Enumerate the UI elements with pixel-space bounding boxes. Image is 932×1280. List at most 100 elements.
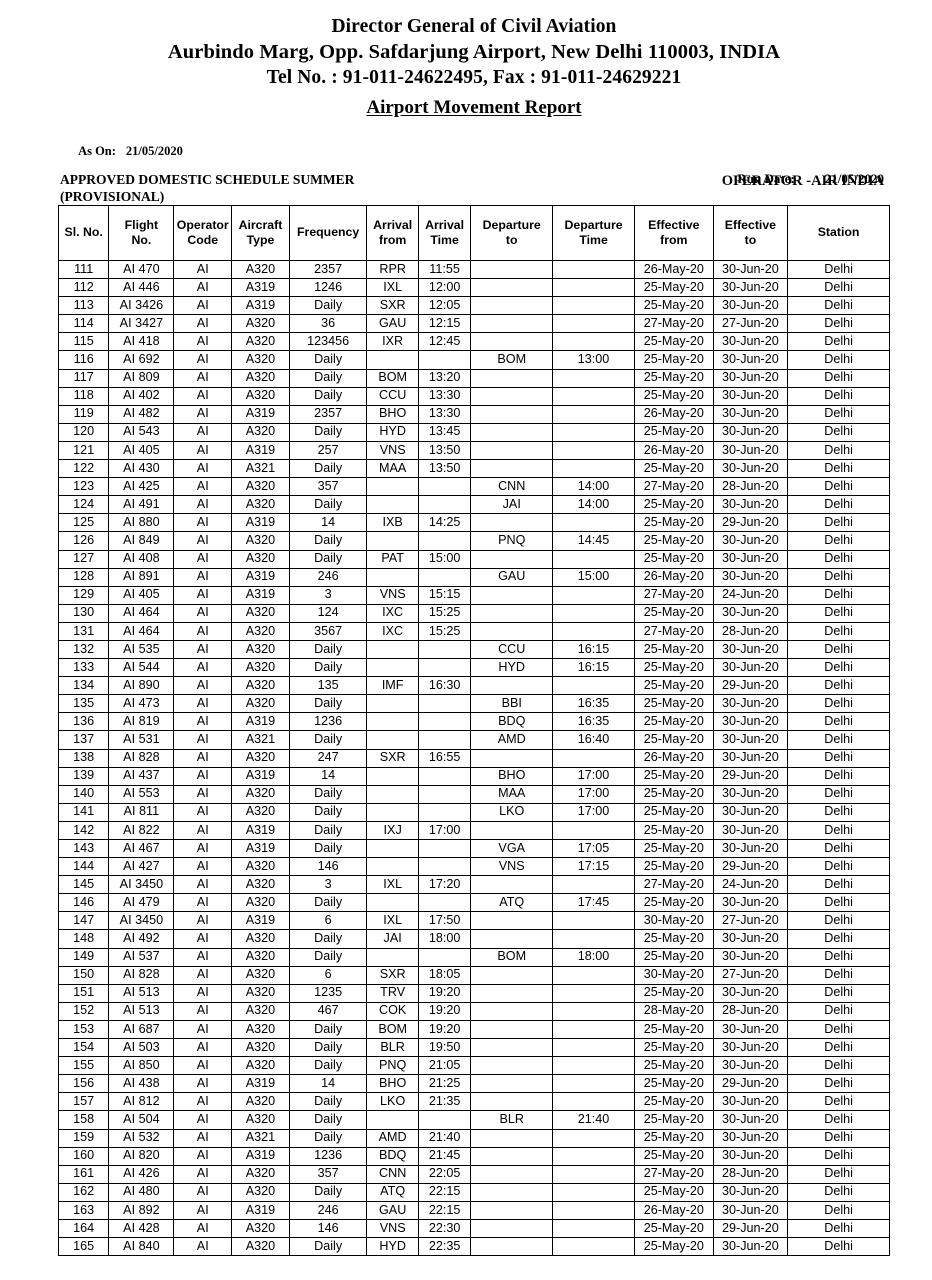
cell-effective-to: 30-Jun-20 <box>712 838 789 859</box>
cell-arrival-from <box>366 802 419 822</box>
cell-effective-to: 30-Jun-20 <box>712 386 789 406</box>
cell-effective-from: 25-May-20 <box>633 1038 714 1058</box>
cell-arrival-time: 13:50 <box>417 440 472 461</box>
cell-effective-from: 26-May-20 <box>633 259 714 280</box>
cell-station: Delhi <box>787 893 890 913</box>
cell-departure-to <box>470 1182 554 1202</box>
cell-aircraft-type: A320 <box>231 422 290 442</box>
cell-effective-from: 25-May-20 <box>633 422 714 442</box>
cell-arrival-from: BOM <box>366 1019 419 1040</box>
cell-station: Delhi <box>787 585 890 605</box>
cell-operator-code: AI <box>173 549 233 569</box>
cell-aircraft-type: A320 <box>231 332 290 352</box>
cell-arrival-from: PAT <box>366 549 419 569</box>
cell-effective-from: 25-May-20 <box>633 495 714 515</box>
cell-effective-from: 25-May-20 <box>633 929 714 949</box>
cell-arrival-time: 13:30 <box>417 386 472 406</box>
cell-departure-to <box>470 1146 554 1166</box>
cell-effective-to: 30-Jun-20 <box>712 350 789 370</box>
cell-sl-no: 136 <box>57 712 110 732</box>
cell-effective-from: 25-May-20 <box>633 802 714 822</box>
cell-station: Delhi <box>787 1200 890 1220</box>
cell-arrival-from: JAI <box>366 929 419 949</box>
cell-departure-to <box>470 929 554 949</box>
cell-arrival-from: VNS <box>366 440 419 461</box>
cell-departure-time <box>552 585 635 605</box>
cell-departure-to <box>470 513 554 533</box>
cell-operator-code: AI <box>173 639 233 660</box>
table-row: 160 AI 820 AI A319 1236 BDQ 21:45 25-May-20 30-… <box>57 1146 890 1166</box>
cell-flight-no: AI 535 <box>108 639 175 660</box>
cell-arrival-time <box>417 477 472 497</box>
cell-arrival-time: 13:45 <box>417 422 472 442</box>
cell-station: Delhi <box>787 1092 890 1112</box>
cell-station: Delhi <box>787 1056 890 1076</box>
cell-effective-from: 25-May-20 <box>633 1146 714 1166</box>
cell-flight-no: AI 3450 <box>108 875 175 895</box>
cell-arrival-from: SXR <box>366 296 419 316</box>
column-header-line2: from <box>378 233 407 247</box>
cell-arrival-time: 22:15 <box>417 1182 472 1202</box>
table-row: 154 AI 503 AI A320 Daily BLR 19:50 25-May-20 30… <box>57 1038 890 1058</box>
column-header-line2: Time <box>430 233 459 247</box>
cell-departure-time: 13:00 <box>552 350 635 370</box>
cell-station: Delhi <box>787 621 890 641</box>
cell-departure-time: 17:05 <box>552 838 635 859</box>
cell-effective-to: 30-Jun-20 <box>712 1038 789 1058</box>
cell-sl-no: 148 <box>57 929 110 949</box>
cell-arrival-time <box>417 766 472 786</box>
cell-departure-time <box>552 676 635 696</box>
cell-aircraft-type: A319 <box>231 766 290 786</box>
cell-frequency: 467 <box>288 1001 368 1021</box>
cell-flight-no: AI 425 <box>108 477 175 497</box>
cell-departure-time <box>552 368 635 388</box>
column-header-line2: No. <box>131 233 152 247</box>
cell-arrival-time: 21:40 <box>417 1128 472 1148</box>
cell-departure-time <box>552 296 635 316</box>
cell-frequency: 357 <box>288 477 368 497</box>
cell-arrival-from: BHO <box>366 404 419 424</box>
cell-aircraft-type: A319 <box>231 838 290 859</box>
cell-arrival-from: AMD <box>366 1128 419 1148</box>
cell-effective-from: 28-May-20 <box>633 1001 714 1021</box>
cell-effective-to: 29-Jun-20 <box>712 676 789 696</box>
cell-operator-code: AI <box>173 929 233 949</box>
cell-frequency: Daily <box>288 1182 368 1202</box>
cell-effective-from: 25-May-20 <box>633 332 714 352</box>
cell-operator-code: AI <box>173 1092 233 1112</box>
cell-arrival-from: RPR <box>366 259 419 280</box>
table-row: 135 AI 473 AI A320 Daily BBI 16:35 25-May-20 30… <box>57 694 890 714</box>
cell-departure-to <box>470 820 554 841</box>
cell-operator-code: AI <box>173 1237 233 1257</box>
cell-aircraft-type: A319 <box>231 1200 290 1220</box>
cell-arrival-from <box>366 838 419 859</box>
cell-arrival-from: SXR <box>366 965 419 985</box>
cell-aircraft-type: A319 <box>231 513 290 533</box>
cell-station: Delhi <box>787 314 890 334</box>
cell-frequency: 123456 <box>288 332 368 352</box>
cell-station: Delhi <box>787 676 890 696</box>
cell-sl-no: 120 <box>57 422 110 442</box>
cell-departure-to <box>470 278 554 298</box>
column-header-line2: Code <box>187 233 219 247</box>
cell-frequency: Daily <box>288 730 368 750</box>
cell-operator-code: AI <box>173 1128 233 1148</box>
cell-aircraft-type: A320 <box>231 350 290 370</box>
cell-arrival-from: BLR <box>366 1038 419 1058</box>
cell-sl-no: 123 <box>57 477 110 497</box>
cell-frequency: 357 <box>288 1164 368 1184</box>
cell-frequency: 246 <box>288 567 368 587</box>
cell-operator-code: AI <box>173 1001 233 1021</box>
cell-arrival-from: IXL <box>366 875 419 895</box>
cell-sl-no: 144 <box>57 857 110 877</box>
cell-effective-to: 29-Jun-20 <box>712 857 789 877</box>
table-row: 141 AI 811 AI A320 Daily LKO 17:00 25-May-20 30… <box>57 802 890 822</box>
cell-station: Delhi <box>787 440 890 461</box>
cell-effective-to: 30-Jun-20 <box>712 947 789 967</box>
cell-frequency: 1236 <box>288 1146 368 1166</box>
cell-station: Delhi <box>787 838 890 859</box>
cell-effective-to: 30-Jun-20 <box>712 332 789 352</box>
cell-effective-to: 28-Jun-20 <box>712 477 789 497</box>
cell-sl-no: 114 <box>57 314 110 334</box>
cell-sl-no: 153 <box>57 1019 110 1040</box>
